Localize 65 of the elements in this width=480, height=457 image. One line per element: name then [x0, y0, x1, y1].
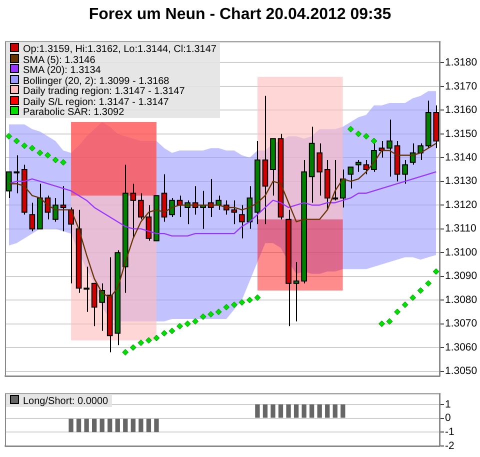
legend-label: Bollinger (20, 2): 1.3099 - 1.3168 — [23, 76, 170, 87]
legend-label: Parabolic SAR: 1.3092 — [23, 107, 124, 118]
y-tick-label: 1 — [445, 398, 451, 410]
point — [254, 294, 261, 301]
point — [52, 156, 59, 164]
y-tick-label: 1.3060 — [445, 341, 478, 354]
legend-label: SMA (5): 1.3146 — [23, 54, 96, 66]
y-tick-label: 1.3140 — [445, 152, 478, 164]
point — [44, 152, 51, 158]
point — [208, 311, 214, 318]
point — [378, 320, 385, 328]
point — [432, 268, 440, 275]
point — [238, 299, 246, 306]
y-tick-label: -2 — [445, 440, 454, 452]
y-tick-label: 0 — [445, 412, 451, 424]
point — [184, 320, 191, 328]
point — [6, 133, 12, 140]
point — [355, 130, 362, 138]
point — [246, 296, 253, 304]
point — [402, 302, 408, 308]
y-tick-label: 1.3170 — [445, 80, 478, 92]
point — [60, 159, 67, 166]
y-tick-label: 1.3050 — [445, 365, 478, 378]
legend-label: Daily trading region: 1.3147 - 1.3147 — [23, 86, 185, 98]
legend-label: Daily S/L region: 1.3147 - 1.3147 — [23, 96, 169, 108]
point — [28, 144, 36, 152]
point — [138, 340, 144, 346]
point — [223, 304, 230, 310]
y-tick-label: 1.3160 — [445, 104, 478, 116]
point — [192, 318, 199, 325]
point — [21, 142, 28, 149]
y-tick-label: 1.3150 — [445, 128, 478, 140]
point — [160, 330, 168, 337]
y-tick-label: 1.3090 — [445, 270, 478, 282]
point — [362, 133, 370, 140]
point — [122, 349, 129, 356]
point — [410, 294, 416, 301]
point — [394, 308, 401, 316]
legend-label: SMA (20): 1.3134 — [23, 65, 101, 76]
y-tick-label: 1.3130 — [445, 175, 478, 188]
point — [145, 337, 152, 344]
y-tick-label: 1.3180 — [445, 56, 478, 69]
point — [13, 138, 20, 144]
point — [36, 150, 44, 156]
point — [386, 318, 393, 325]
chart-title: Forex um Neun - Chart 20.04.2012 09:35 — [88, 5, 392, 25]
point — [215, 308, 222, 316]
y-tick-label: 1.3120 — [445, 198, 478, 211]
point — [347, 126, 354, 132]
point — [176, 322, 184, 330]
y-tick-label: 1.3110 — [445, 222, 476, 235]
point — [230, 302, 238, 308]
point — [425, 280, 432, 287]
point — [417, 287, 424, 294]
y-tick-label: 1.3100 — [445, 246, 478, 258]
point — [370, 138, 378, 144]
y-tick-label: 1.3080 — [445, 294, 478, 306]
point — [168, 328, 176, 334]
point — [130, 344, 136, 351]
point — [200, 313, 206, 320]
y-tick-label: -1 — [445, 426, 454, 438]
legend-label: Long/Short: 0.0000 — [23, 396, 108, 408]
y-tick-label: 1.3070 — [445, 318, 478, 330]
legend-label: Op:1.3159, Hi:1.3162, Lo:1.3144, Cl:1.3147 — [23, 44, 216, 56]
point — [153, 334, 160, 342]
